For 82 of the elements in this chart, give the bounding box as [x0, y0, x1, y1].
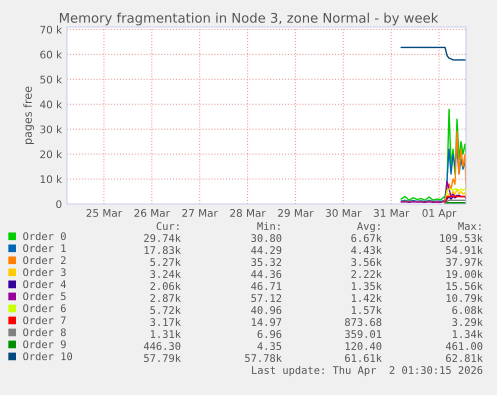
text: 44.36 — [251, 270, 282, 278]
text: 2.87k — [150, 294, 181, 302]
x-tick-label: 25 Mar — [86, 209, 122, 217]
y-tick-label: 0 — [56, 200, 62, 208]
y-tick-label: 50 k — [40, 75, 62, 84]
y-tick-label: 40 k — [40, 100, 62, 108]
y-axis-title: pages free — [23, 86, 34, 144]
text: 57.79k — [144, 354, 181, 362]
x-tick-label: 31 Mar — [374, 209, 410, 217]
text: 62.81k — [446, 354, 483, 362]
y-tick-label: 60 k — [40, 50, 62, 59]
text: 1.34k — [452, 330, 483, 338]
text: 61.61k — [345, 354, 382, 362]
text: 5.72k — [150, 306, 181, 314]
text: 120.40 — [346, 342, 382, 350]
text: 14.97 — [252, 318, 282, 326]
text: 6.08k — [452, 306, 483, 314]
text: 19.00k — [446, 270, 483, 278]
x-tick-label: 27 Mar — [182, 209, 218, 217]
text: 3.24k — [150, 270, 181, 278]
text: 40.96 — [251, 306, 282, 314]
line-series — [400, 148, 466, 202]
text: 54.91k — [446, 246, 483, 254]
text: 446.30 — [144, 342, 180, 350]
text: Last update: Thu Apr 2 01:30:15 2026 — [252, 366, 482, 376]
y-tick-label: 30 k — [40, 125, 62, 134]
text: 1.31k — [150, 330, 181, 338]
text: 15.56k — [446, 282, 483, 290]
line-series — [400, 46, 466, 61]
text: 57.12 — [251, 294, 282, 302]
text: 3.29k — [452, 318, 483, 326]
y-tick-label: 10 k — [40, 175, 62, 184]
text: 1.35k — [352, 282, 382, 290]
text: 10.79k — [446, 294, 483, 302]
text: Avg: — [357, 222, 380, 232]
text: 37.97k — [446, 258, 483, 266]
chart-title: Memory fragmentation in Node 3, zone Normal - by week — [60, 12, 438, 26]
legend-label: Order 4 — [23, 280, 66, 288]
x-tick-label: 29 Mar — [278, 209, 314, 217]
text: 1.57k — [352, 306, 382, 314]
text: 3.17k — [150, 318, 181, 326]
legend-label: Order 10 — [23, 352, 72, 360]
text: Max: — [458, 222, 480, 230]
text: 461.00 — [446, 342, 482, 350]
y-tick-label: 20 k — [40, 150, 62, 158]
x-tick-label: 26 Mar — [134, 209, 170, 217]
legend-label: Order 8 — [23, 328, 66, 336]
text: 57.78k — [245, 354, 282, 362]
text: Cur: — [156, 222, 178, 230]
text: 6.67k — [351, 234, 382, 242]
text: 46.71 — [251, 282, 282, 290]
text: 3.56k — [351, 258, 382, 266]
line-series — [400, 108, 466, 201]
legend-label: Order 6 — [23, 304, 66, 312]
text: 5.27k — [150, 258, 181, 266]
x-tick-label: 28 Mar — [230, 209, 266, 217]
text: 1.42k — [352, 294, 382, 302]
legend-label: Order 3 — [23, 268, 66, 276]
text: 2.22k — [351, 270, 382, 278]
legend-label: Order 5 — [23, 292, 66, 300]
text: 29.74k — [144, 234, 181, 242]
x-tick-label: 30 Mar — [326, 209, 362, 217]
text: 359.01 — [345, 330, 382, 338]
text: 4.35 — [257, 342, 282, 350]
text: 6.96 — [258, 330, 282, 338]
text: 2.06k — [150, 282, 181, 290]
text: 873.68 — [345, 318, 382, 326]
text: 30.80 — [251, 234, 282, 242]
legend-label: Order 1 — [23, 244, 66, 252]
line-series — [400, 131, 466, 203]
text: 17.83k — [144, 246, 181, 254]
legend-label: Order 0 — [23, 232, 66, 240]
y-tick-label: 70 k — [40, 26, 62, 34]
legend-label: Order 2 — [23, 256, 66, 264]
text: 44.29 — [251, 246, 282, 254]
legend-label: Order 7 — [23, 316, 66, 324]
text: 35.32 — [251, 258, 282, 266]
legend-label: Order 9 — [23, 340, 66, 348]
text: 4.43k — [351, 246, 382, 254]
text: Min: — [257, 222, 280, 230]
x-tick-label: 01 Apr — [422, 209, 456, 219]
text: 109.53k — [440, 234, 483, 242]
